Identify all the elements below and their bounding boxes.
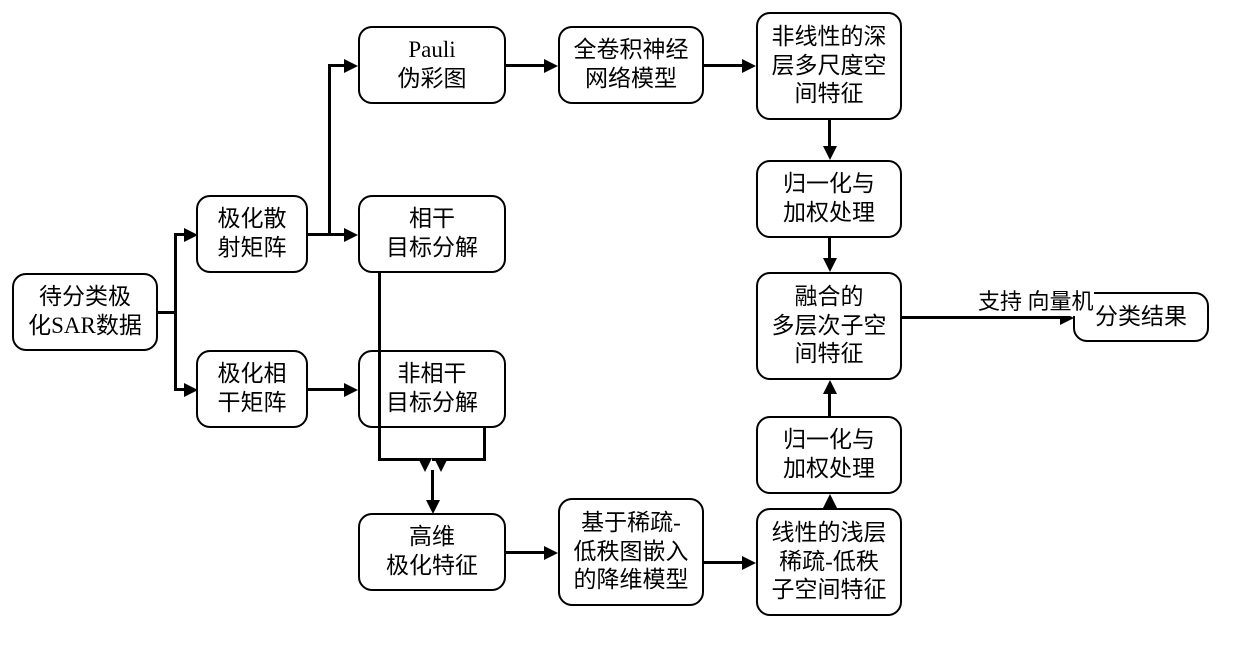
edge-line	[828, 120, 831, 148]
arrow-head	[184, 228, 198, 242]
edge-line	[902, 316, 1062, 319]
node-dimreduce-model: 基于稀疏- 低秩图嵌入 的降维模型	[558, 498, 704, 606]
arrow-head	[823, 146, 837, 160]
edge-line	[704, 64, 744, 67]
arrow-head	[742, 59, 756, 73]
edge-line	[308, 388, 346, 391]
edge-line	[308, 233, 330, 236]
node-norm-weight-2: 归一化与 加权处理	[756, 416, 902, 494]
arrow-head	[823, 380, 837, 394]
arrow-head	[823, 258, 837, 272]
arrow-head	[742, 556, 756, 570]
node-linear-feat: 线性的浅层 稀疏-低秩 子空间特征	[756, 508, 902, 616]
node-norm-weight-1: 归一化与 加权处理	[756, 160, 902, 238]
arrow-head	[344, 59, 358, 73]
arrow-head	[544, 546, 558, 560]
arrow-head	[184, 383, 198, 397]
node-nonlinear-feat: 非线性的深 层多尺度空 间特征	[756, 12, 902, 120]
arrow-head	[426, 500, 440, 514]
node-scatter-matrix: 极化散 射矩阵	[196, 195, 308, 273]
edge-line	[704, 561, 744, 564]
arrow-head	[344, 383, 358, 397]
arrow-head	[544, 59, 558, 73]
node-highdim-feature: 高维 极化特征	[358, 513, 506, 591]
edge-line	[328, 64, 331, 236]
edge-line	[431, 470, 434, 502]
edge-line	[174, 233, 177, 391]
arrow-head	[344, 228, 358, 242]
arrow-head	[434, 458, 448, 472]
edge-line	[506, 64, 546, 67]
node-fcn-model: 全卷积神经 网络模型	[558, 26, 704, 104]
node-input-sar: 待分类极 化SAR数据	[12, 273, 158, 351]
edge-label-svm: 支持 向量机	[978, 288, 1094, 316]
edge-line	[506, 551, 546, 554]
arrow-head	[823, 494, 837, 508]
edge-line	[483, 428, 486, 461]
node-coherence-matrix: 极化相 干矩阵	[196, 350, 308, 428]
node-fused-feat: 融合的 多层次子空 间特征	[756, 272, 902, 380]
edge-line	[828, 238, 831, 260]
node-pauli: Pauli 伪彩图	[358, 26, 506, 104]
edge-line	[378, 273, 381, 461]
edge-line	[828, 394, 831, 416]
arrow-head	[418, 458, 432, 472]
node-coherent-decomp: 相干 目标分解	[358, 195, 506, 273]
